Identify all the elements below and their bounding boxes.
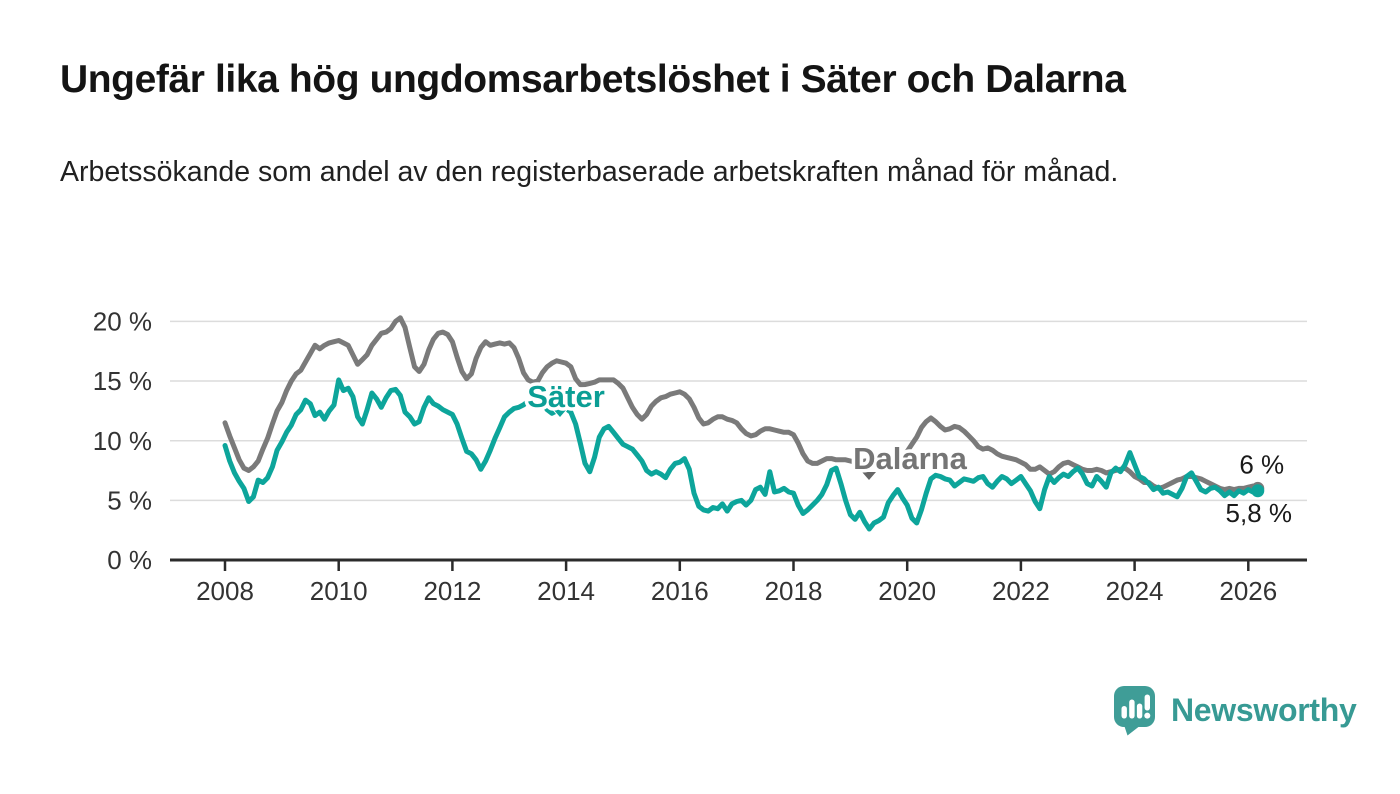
x-tick-label-2016: 2016 — [651, 576, 709, 606]
x-tick-label-2020: 2020 — [878, 576, 936, 606]
logo-exclamation-dot — [1144, 712, 1151, 719]
series-label-caret-säter — [550, 408, 570, 419]
series-label-caret-dalarna — [859, 471, 879, 482]
x-tick-label-2026: 2026 — [1219, 576, 1277, 606]
series-label-dalarna: Dalarna — [853, 441, 967, 476]
y-tick-label-5: 5 % — [107, 485, 152, 515]
x-tick-label-2022: 2022 — [992, 576, 1050, 606]
series-label-säter: Säter — [527, 379, 605, 414]
x-tick-label-2010: 2010 — [310, 576, 368, 606]
newsworthy-branding: Newsworthy — [1112, 684, 1357, 736]
series-line-säter — [222, 377, 1261, 532]
series-line-dalarna — [222, 315, 1261, 493]
x-tick-label-2008: 2008 — [196, 576, 254, 606]
newsworthy-wordmark: Newsworthy — [1171, 691, 1357, 728]
logo-bar-3 — [1136, 703, 1143, 719]
logo-bar-2 — [1129, 699, 1135, 719]
page-title: Ungefär lika hög ungdomsarbetslöshet i S… — [60, 58, 1126, 101]
end-value-label-dalarna: 6 % — [1239, 449, 1284, 479]
logo-bubble-tail — [1124, 725, 1141, 736]
x-tick-label-2014: 2014 — [537, 576, 595, 606]
series-end-dot-säter — [1251, 484, 1265, 498]
y-tick-label-15: 15 % — [93, 366, 152, 396]
y-tick-label-10: 10 % — [93, 426, 152, 456]
end-value-label-sater: 5,8 % — [1226, 498, 1293, 528]
y-tick-label-20: 20 % — [93, 307, 152, 337]
x-tick-label-2018: 2018 — [765, 576, 823, 606]
logo-bar-1 — [1121, 706, 1127, 719]
x-tick-label-2012: 2012 — [423, 576, 481, 606]
logo-exclamation-stem — [1144, 694, 1150, 711]
x-tick-label-2024: 2024 — [1106, 576, 1164, 606]
page-subtitle: Arbetssökande som andel av den registerb… — [60, 156, 1119, 188]
newsworthy-logo-icon — [1114, 686, 1155, 736]
y-tick-label-0: 0 % — [107, 545, 152, 575]
